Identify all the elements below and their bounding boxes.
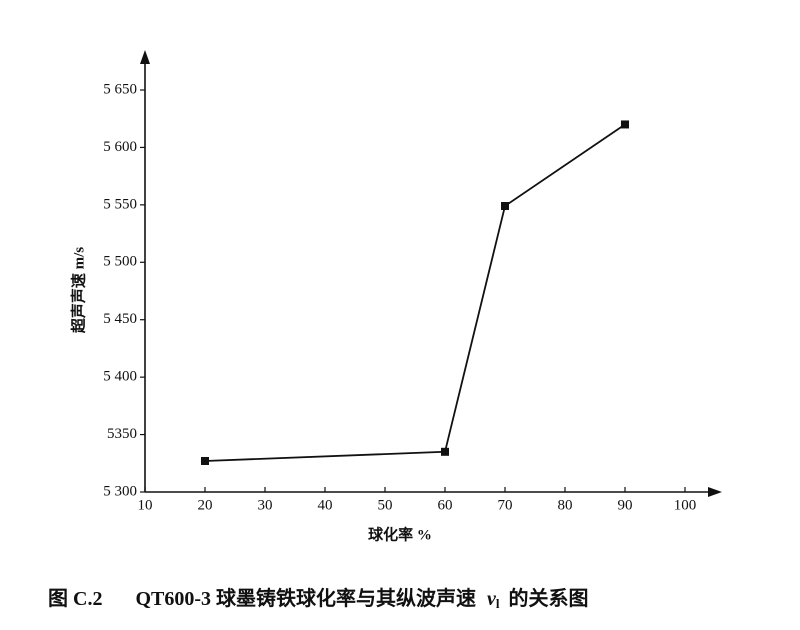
x-tick-label: 60 bbox=[438, 497, 453, 513]
data-point bbox=[621, 120, 629, 129]
caption-suffix: 的关系图 bbox=[509, 586, 589, 610]
y-arrow bbox=[140, 50, 150, 64]
x-tick-label: 80 bbox=[558, 497, 573, 513]
x-tick-label: 90 bbox=[618, 497, 633, 513]
x-tick-label: 30 bbox=[258, 497, 273, 513]
y-tick-label: 5 300 bbox=[103, 483, 137, 499]
x-tick-label: 10 bbox=[138, 497, 153, 513]
data-point bbox=[201, 456, 209, 465]
x-tick-label: 70 bbox=[498, 497, 513, 513]
y-tick-label: 5 650 bbox=[103, 81, 137, 97]
x-arrow bbox=[708, 487, 722, 497]
caption: 图 C.2 QT600-3 球墨铸铁球化率与其纵波声速 vl 的关系图 bbox=[48, 586, 589, 615]
data-point bbox=[501, 202, 509, 211]
caption-figure: 图 C.2 bbox=[48, 587, 102, 610]
data-point bbox=[441, 447, 449, 456]
caption-text: QT600-3 球墨铸铁球化率与其纵波声速 bbox=[135, 586, 476, 610]
caption-subscript: l bbox=[496, 596, 500, 611]
y-tick-label: 5 500 bbox=[103, 254, 137, 270]
y-tick-label: 5350 bbox=[107, 426, 137, 442]
x-tick-label: 20 bbox=[198, 497, 213, 513]
x-tick-label: 100 bbox=[674, 497, 697, 513]
x-axis-label: 球化率 % bbox=[368, 525, 432, 543]
y-axis-label: 超声声速 m/s bbox=[69, 247, 87, 334]
y-tick-label: 5 550 bbox=[103, 196, 137, 212]
y-tick-label: 5 450 bbox=[103, 311, 137, 327]
data-line bbox=[204, 123, 626, 462]
caption-symbol: v bbox=[487, 588, 497, 610]
x-tick-label: 50 bbox=[378, 497, 393, 513]
y-tick-label: 5 400 bbox=[103, 369, 137, 385]
x-tick-label: 40 bbox=[318, 497, 333, 513]
y-tick-label: 5 600 bbox=[103, 139, 137, 155]
